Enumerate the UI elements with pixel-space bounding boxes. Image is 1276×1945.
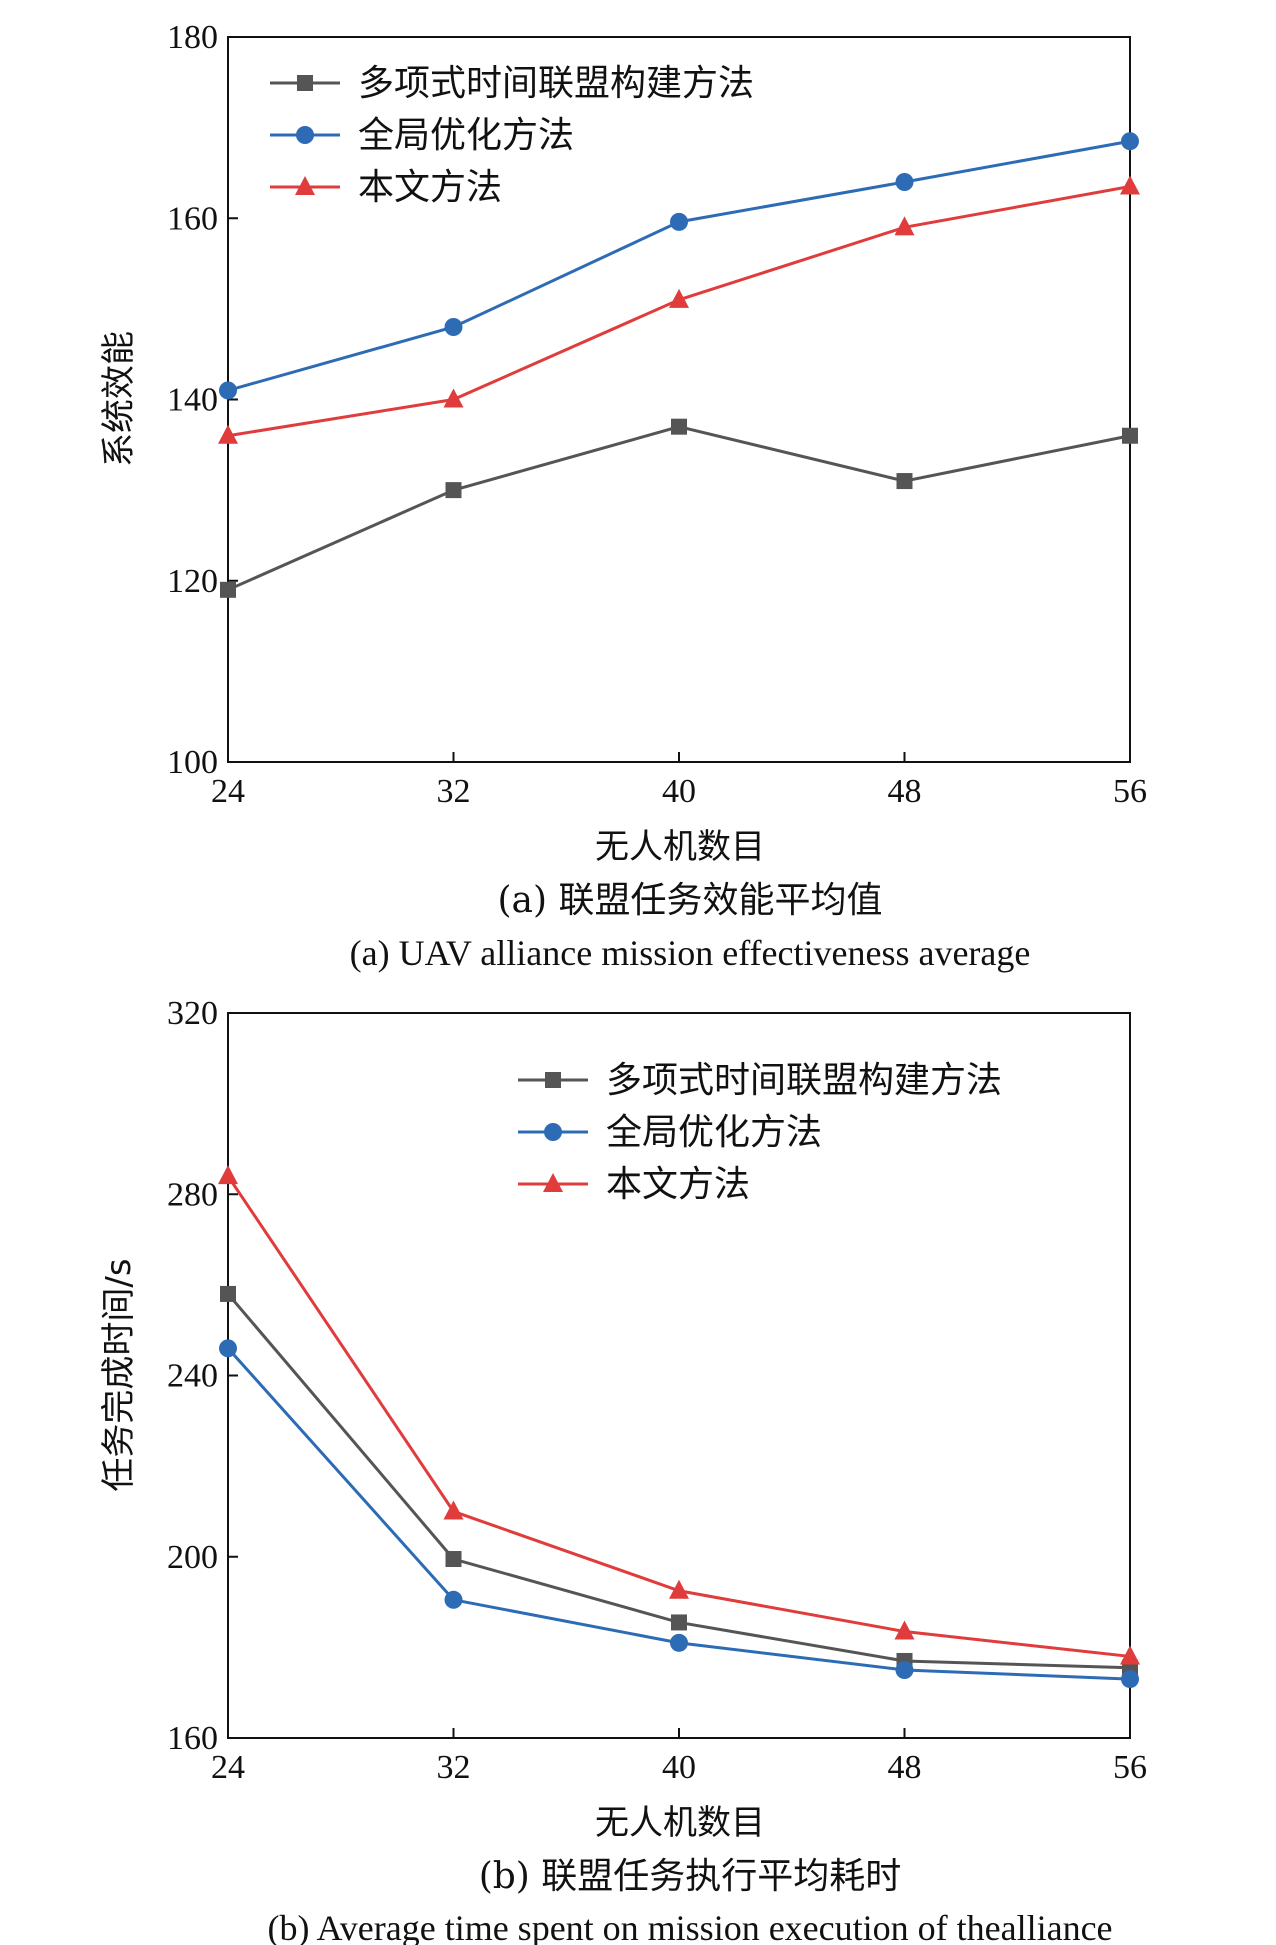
legend-label: 全局优化方法 bbox=[358, 115, 574, 156]
data-point bbox=[671, 418, 687, 435]
data-point bbox=[670, 1633, 688, 1652]
data-point bbox=[1121, 1670, 1139, 1689]
y-tick-label: 180 bbox=[167, 19, 218, 56]
legend-label: 本文方法 bbox=[358, 167, 502, 208]
data-point bbox=[444, 1590, 463, 1609]
x-tick-label: 56 bbox=[1113, 1749, 1147, 1786]
data-point bbox=[220, 581, 236, 598]
x-axis-label: 无人机数目 bbox=[595, 827, 765, 867]
y-tick-label: 140 bbox=[167, 382, 218, 419]
series-line-1 bbox=[227, 425, 1131, 592]
y-axis-label: 系统效能 bbox=[99, 331, 139, 467]
data-point bbox=[1120, 1645, 1140, 1665]
legend-marker bbox=[544, 1123, 562, 1141]
data-point bbox=[896, 473, 913, 490]
series-line-1 bbox=[226, 1292, 1131, 1670]
data-point bbox=[671, 1614, 687, 1631]
legend-label: 多项式时间联盟构建方法 bbox=[606, 1060, 1002, 1101]
legend-label: 本文方法 bbox=[606, 1164, 750, 1205]
y-tick-label: 240 bbox=[167, 1358, 218, 1395]
data-point bbox=[894, 216, 915, 236]
legend-label: 全局优化方法 bbox=[606, 1112, 822, 1153]
data-point bbox=[895, 173, 914, 191]
data-point bbox=[218, 424, 238, 444]
data-point bbox=[445, 482, 462, 499]
series-lines bbox=[218, 1165, 1140, 1689]
legend-marker bbox=[295, 176, 315, 195]
data-point bbox=[218, 1165, 238, 1185]
data-point bbox=[219, 1339, 237, 1358]
legend-marker bbox=[545, 1072, 561, 1088]
legend-marker bbox=[297, 75, 313, 91]
data-point bbox=[895, 1661, 914, 1680]
y-tick-label: 200 bbox=[167, 1539, 218, 1576]
y-tick-label: 160 bbox=[167, 1720, 218, 1757]
data-point bbox=[220, 1285, 236, 1302]
x-tick-label: 48 bbox=[888, 773, 922, 810]
data-point bbox=[670, 212, 688, 231]
data-point bbox=[1121, 132, 1139, 151]
legend-label: 多项式时间联盟构建方法 bbox=[358, 63, 754, 104]
data-point bbox=[445, 1551, 462, 1568]
data-point bbox=[443, 388, 464, 408]
legend-marker bbox=[296, 126, 314, 144]
y-tick-label: 280 bbox=[167, 1176, 218, 1213]
y-axis-label: 任务完成时间/s bbox=[99, 1258, 139, 1491]
x-ticks: 24 32 40 48 56 bbox=[211, 1728, 1147, 1786]
data-point bbox=[669, 288, 689, 308]
x-ticks: 24 32 40 48 56 bbox=[211, 752, 1147, 810]
data-point bbox=[1120, 175, 1140, 195]
y-tick-label: 320 bbox=[167, 995, 218, 1032]
data-point bbox=[444, 318, 463, 336]
data-point bbox=[894, 1620, 915, 1640]
data-point bbox=[1122, 427, 1138, 444]
data-point bbox=[669, 1579, 689, 1599]
x-tick-label: 40 bbox=[662, 773, 696, 810]
x-tick-label: 32 bbox=[437, 1749, 471, 1786]
legend-marker bbox=[543, 1173, 563, 1192]
data-point bbox=[443, 1500, 464, 1520]
x-tick-label: 48 bbox=[888, 1749, 922, 1786]
caption-cn: (b) 联盟任务执行平均耗时 bbox=[479, 1856, 902, 1897]
x-tick-label: 24 bbox=[211, 1749, 245, 1786]
x-axis-label: 无人机数目 bbox=[595, 1803, 765, 1843]
chart-panel-a: 100 120 140 160 180 24 32 40 48 56 多项式时间联盟构建方法全局… bbox=[99, 19, 1147, 973]
y-tick-label: 160 bbox=[167, 200, 218, 237]
y-ticks: 160 200 240 280 320 bbox=[167, 995, 238, 1757]
caption-cn: (a) 联盟任务效能平均值 bbox=[498, 880, 883, 921]
chart-panel-b: 160 200 240 280 320 24 32 40 48 56 多项式时间联盟构建方法全局… bbox=[99, 995, 1147, 1945]
y-ticks: 100 120 140 160 180 bbox=[167, 19, 238, 781]
y-tick-label: 120 bbox=[167, 563, 218, 600]
x-tick-label: 40 bbox=[662, 1749, 696, 1786]
data-point bbox=[219, 381, 237, 400]
x-tick-label: 24 bbox=[211, 773, 245, 810]
y-tick-label: 100 bbox=[167, 744, 218, 781]
caption-en: (b) Average time spent on mission execut… bbox=[267, 1908, 1112, 1945]
series-lines bbox=[218, 132, 1140, 598]
caption-en: (a) UAV alliance mission effectiveness a… bbox=[350, 933, 1031, 973]
x-tick-label: 32 bbox=[437, 773, 471, 810]
x-tick-label: 56 bbox=[1113, 773, 1147, 810]
